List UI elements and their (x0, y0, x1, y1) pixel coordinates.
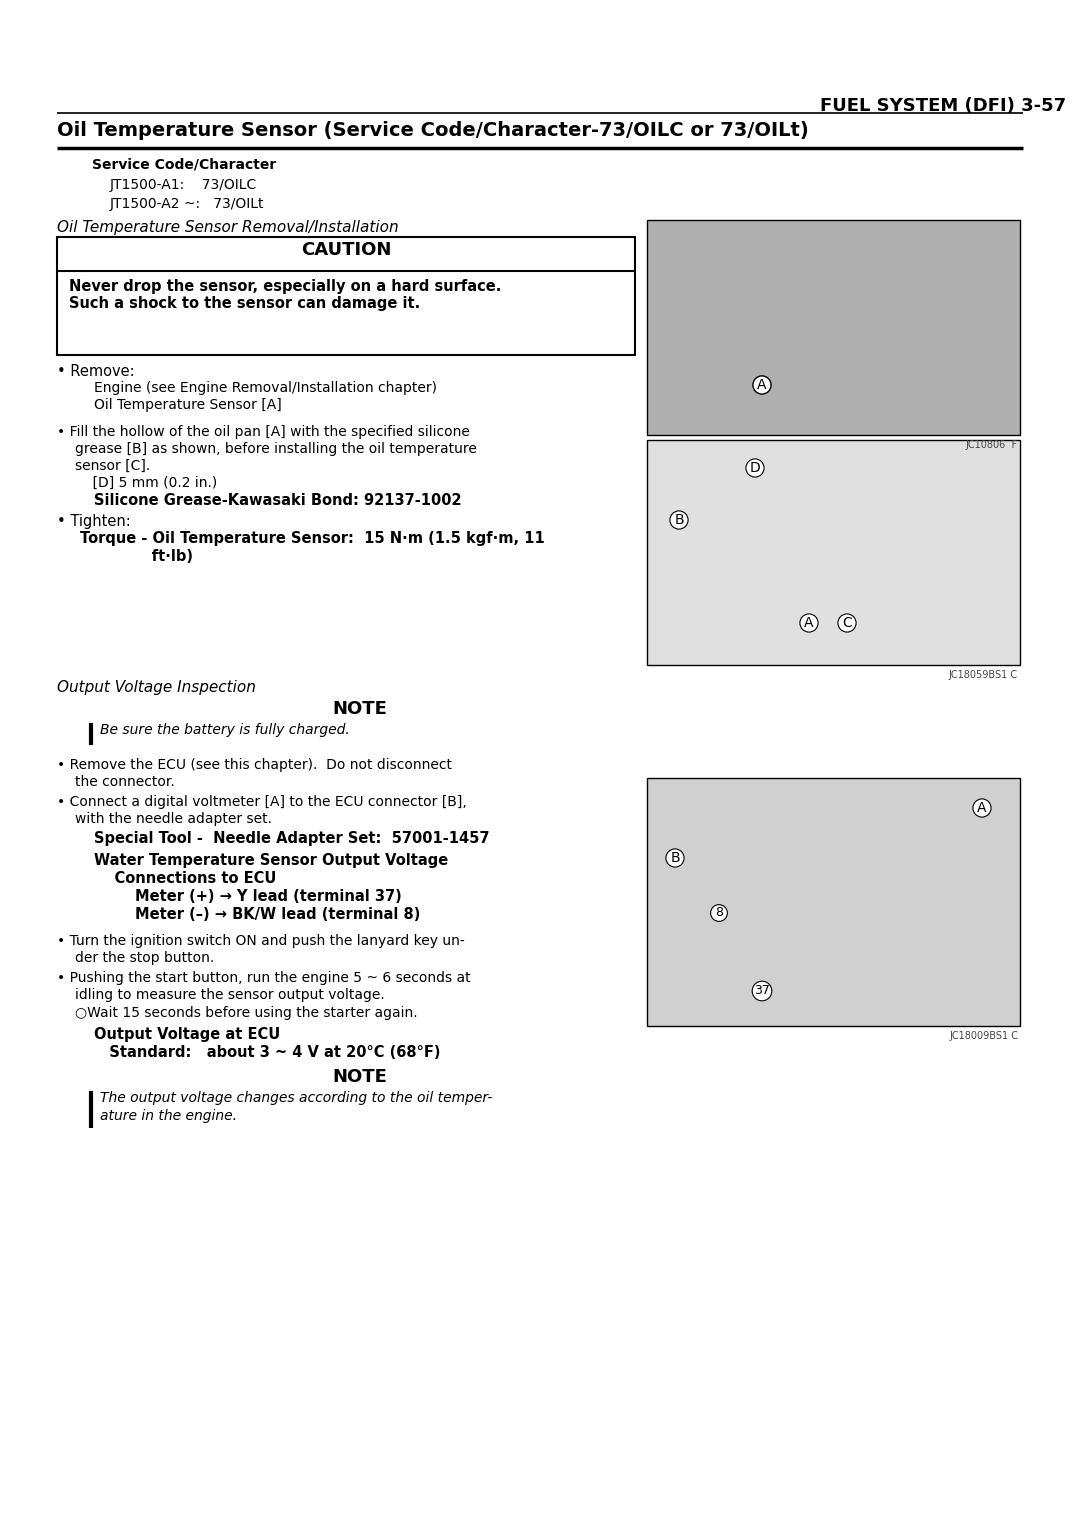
Text: JT1500-A2 ~:   73/OILt: JT1500-A2 ~: 73/OILt (110, 197, 265, 211)
Text: JT1500-A1:    73/OILC: JT1500-A1: 73/OILC (110, 177, 257, 193)
Text: der the stop button.: der the stop button. (75, 950, 214, 966)
Text: Output Voltage at ECU: Output Voltage at ECU (94, 1027, 280, 1042)
Bar (647, 778, 1020, 1025)
Text: The output voltage changes according to the oil temper-: The output voltage changes according to … (100, 1091, 492, 1105)
Text: • Fill the hollow of the oil pan [A] with the specified silicone: • Fill the hollow of the oil pan [A] wit… (57, 425, 470, 439)
Text: • Remove:: • Remove: (57, 364, 135, 379)
Text: Oil Temperature Sensor Removal/Installation: Oil Temperature Sensor Removal/Installat… (57, 220, 399, 235)
Text: JC18059BS1 C: JC18059BS1 C (949, 669, 1018, 680)
Text: B: B (674, 513, 684, 527)
Text: ○Wait 15 seconds before using the starter again.: ○Wait 15 seconds before using the starte… (75, 1005, 418, 1021)
Text: Standard:   about 3 ~ 4 V at 20°C (68°F): Standard: about 3 ~ 4 V at 20°C (68°F) (94, 1045, 441, 1060)
Text: Service Code/Character: Service Code/Character (92, 157, 276, 173)
Text: grease [B] as shown, before installing the oil temperature: grease [B] as shown, before installing t… (75, 442, 477, 455)
Text: Meter (–) → BK/W lead (terminal 8): Meter (–) → BK/W lead (terminal 8) (94, 908, 420, 921)
Text: Oil Temperature Sensor (Service Code/Character-73/OILC or 73/OILt): Oil Temperature Sensor (Service Code/Cha… (57, 121, 809, 141)
Text: JC10806  F: JC10806 F (966, 440, 1018, 451)
Text: • Connect a digital voltmeter [A] to the ECU connector [B],: • Connect a digital voltmeter [A] to the… (57, 795, 467, 808)
Text: Never drop the sensor, especially on a hard surface.
Such a shock to the sensor : Never drop the sensor, especially on a h… (69, 280, 501, 312)
Text: • Tighten:: • Tighten: (57, 513, 131, 529)
Bar (647, 220, 1020, 435)
Text: 8: 8 (715, 906, 723, 920)
Text: 37: 37 (754, 984, 770, 998)
Text: CAUTION: CAUTION (301, 241, 391, 260)
Text: • Turn the ignition switch ON and push the lanyard key un-: • Turn the ignition switch ON and push t… (57, 934, 464, 947)
Text: B: B (671, 851, 679, 865)
Text: ature in the engine.: ature in the engine. (100, 1109, 237, 1123)
Text: sensor [C].: sensor [C]. (75, 458, 150, 474)
Text: C: C (842, 616, 852, 630)
Text: [D] 5 mm (0.2 in.): [D] 5 mm (0.2 in.) (75, 477, 217, 490)
Text: Oil Temperature Sensor [A]: Oil Temperature Sensor [A] (94, 397, 282, 413)
Text: • Pushing the start button, run the engine 5 ~ 6 seconds at: • Pushing the start button, run the engi… (57, 970, 471, 986)
Text: A: A (805, 616, 813, 630)
Text: Special Tool -  Needle Adapter Set:  57001-1457: Special Tool - Needle Adapter Set: 57001… (94, 831, 489, 847)
Text: NOTE: NOTE (333, 1068, 388, 1086)
Text: • Remove the ECU (see this chapter).  Do not disconnect: • Remove the ECU (see this chapter). Do … (57, 758, 453, 772)
Text: with the needle adapter set.: with the needle adapter set. (75, 811, 272, 827)
Text: FUEL SYSTEM (DFI) 3-57: FUEL SYSTEM (DFI) 3-57 (820, 96, 1066, 115)
Text: Be sure the battery is fully charged.: Be sure the battery is fully charged. (100, 723, 350, 736)
Text: A: A (757, 377, 767, 393)
Text: NOTE: NOTE (333, 700, 388, 718)
Text: Engine (see Engine Removal/Installation chapter): Engine (see Engine Removal/Installation … (94, 380, 437, 396)
Text: Torque - Oil Temperature Sensor:  15 N·m (1.5 kgf·m, 11: Torque - Oil Temperature Sensor: 15 N·m … (80, 532, 544, 545)
Bar (57, 237, 635, 354)
Text: Silicone Grease-Kawasaki Bond: 92137-1002: Silicone Grease-Kawasaki Bond: 92137-100… (94, 494, 461, 507)
Text: the connector.: the connector. (75, 775, 175, 788)
Text: Meter (+) → Y lead (terminal 37): Meter (+) → Y lead (terminal 37) (94, 889, 402, 905)
Bar (647, 440, 1020, 665)
Text: A: A (977, 801, 987, 814)
Text: Water Temperature Sensor Output Voltage: Water Temperature Sensor Output Voltage (94, 853, 448, 868)
Text: idling to measure the sensor output voltage.: idling to measure the sensor output volt… (75, 989, 384, 1002)
Text: JC18009BS1 C: JC18009BS1 C (949, 1031, 1018, 1041)
Text: Connections to ECU: Connections to ECU (94, 871, 276, 886)
Text: D: D (750, 461, 760, 475)
Text: ft·lb): ft·lb) (80, 549, 193, 564)
Text: Output Voltage Inspection: Output Voltage Inspection (57, 680, 256, 695)
